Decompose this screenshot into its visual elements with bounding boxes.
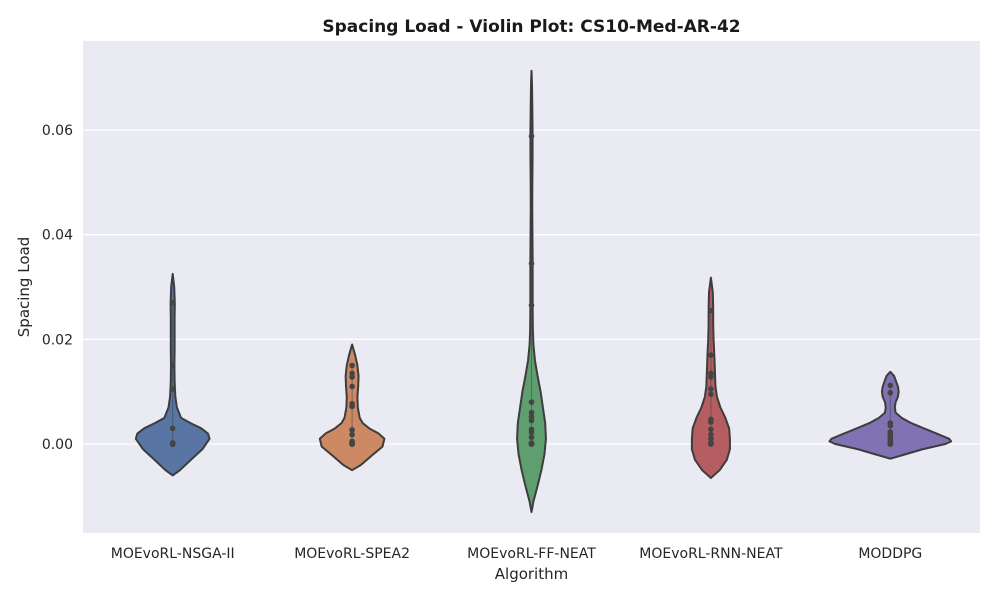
data-point (708, 426, 714, 433)
data-point (708, 416, 714, 423)
x-tick-label: MOEvoRL-FF-NEAT (467, 546, 596, 562)
data-point (708, 386, 714, 392)
data-point (349, 383, 355, 390)
data-point (349, 362, 355, 369)
y-axis-label: Spacing Load (15, 237, 33, 337)
data-point (528, 434, 535, 441)
data-point (708, 352, 714, 358)
y-axis-ticks: 0.00 0.02 0.04 0.06 (42, 123, 73, 453)
data-point (169, 299, 176, 306)
y-tick-label: 0.00 (42, 437, 73, 453)
x-axis-ticks: MOEvoRL-NSGA-II MOEvoRL-SPEA2 MOEvoRL-FF-N… (111, 546, 923, 562)
x-tick-label: MODDPG (858, 546, 922, 562)
data-point (887, 389, 894, 396)
data-point (528, 426, 535, 433)
data-point (887, 429, 894, 435)
data-point (349, 438, 355, 445)
data-point (349, 427, 355, 433)
x-tick-label: MOEvoRL-SPEA2 (294, 546, 410, 562)
data-point (708, 391, 714, 398)
data-point (528, 414, 535, 420)
data-point (349, 370, 355, 377)
chart-title: Spacing Load - Violin Plot: CS10-Med-AR-… (322, 17, 740, 37)
data-point (708, 370, 714, 377)
data-point (528, 133, 535, 140)
data-point (349, 431, 355, 438)
data-point (708, 435, 714, 442)
data-point (528, 399, 535, 405)
data-point (169, 386, 176, 392)
data-points (169, 133, 894, 447)
y-tick-label: 0.02 (42, 332, 73, 348)
data-point (708, 307, 714, 314)
data-point (528, 302, 535, 309)
data-point (528, 440, 535, 446)
data-point (169, 440, 176, 446)
x-tick-label: MOEvoRL-NSGA-II (111, 546, 235, 562)
data-point (349, 400, 355, 407)
x-axis-label: Algorithm (495, 565, 568, 583)
data-point (528, 260, 535, 267)
x-tick-label: MOEvoRL-RNN-NEAT (639, 546, 783, 562)
data-point (708, 431, 714, 438)
y-tick-label: 0.06 (42, 123, 73, 139)
data-point (528, 409, 535, 416)
data-point (887, 382, 894, 389)
data-point (169, 425, 176, 432)
data-point (169, 362, 176, 369)
y-tick-label: 0.04 (42, 228, 73, 244)
data-point (887, 420, 894, 426)
